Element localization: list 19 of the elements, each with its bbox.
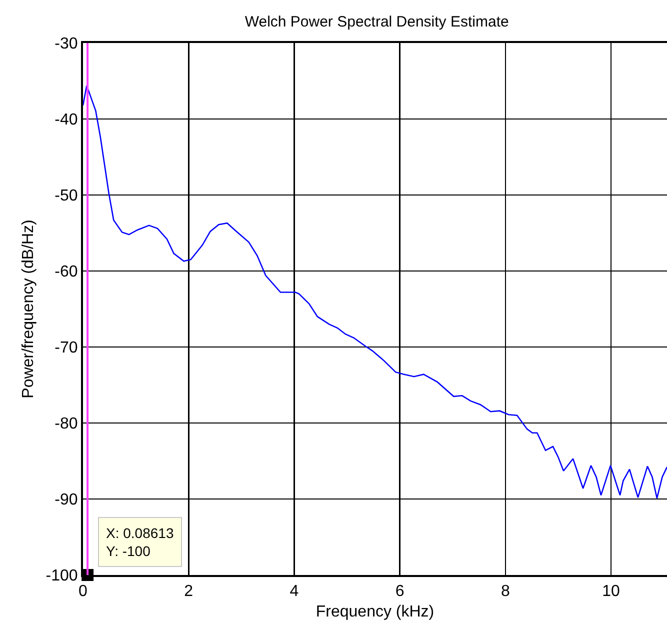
y-tick-label: -60 <box>54 264 78 281</box>
x-tick-label: 8 <box>500 583 510 600</box>
y-tick-label: -30 <box>54 36 78 53</box>
x-tick-label: 2 <box>184 583 194 600</box>
annotation: X: 0.08613 Y: -100 <box>106 525 174 560</box>
x-tick-label: 0 <box>78 583 88 600</box>
chart-title: Welch Power Spectral Density Estimate <box>244 13 509 30</box>
y-axis-title: Power/frequency (dB/Hz) <box>20 220 38 398</box>
y-tick-label: -40 <box>54 112 78 129</box>
x-tick-label: 4 <box>290 583 299 600</box>
x-tick-label: 6 <box>395 583 404 600</box>
x-axis-title: Frequency (kHz) <box>316 603 434 620</box>
y-tick-label: -80 <box>54 416 78 433</box>
line-series <box>83 84 667 499</box>
y-tick-label: -90 <box>54 492 78 509</box>
y-tick-label: -70 <box>54 340 78 357</box>
y-tick-label: -50 <box>54 188 78 205</box>
x-tick-label: 10 <box>602 583 620 600</box>
y-tick-label: -100 <box>46 568 78 585</box>
